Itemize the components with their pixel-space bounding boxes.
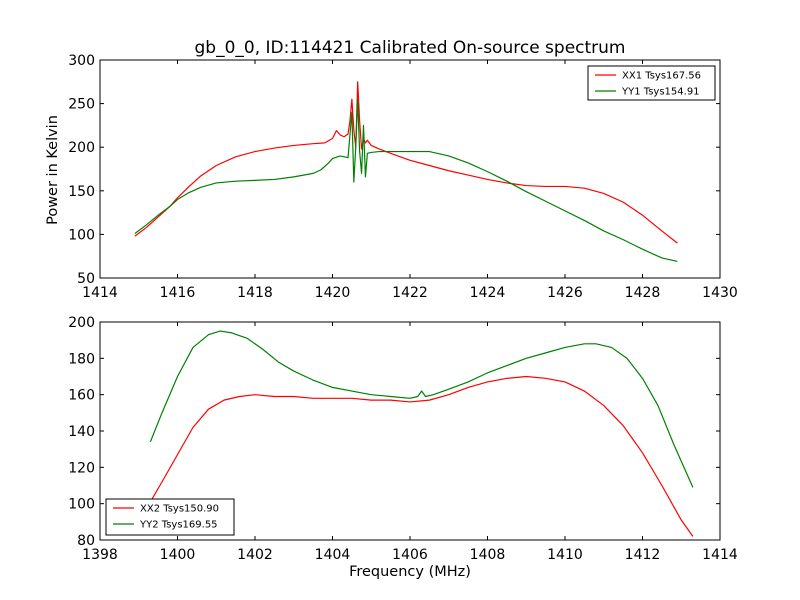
- chart-bottom: Frequency (MHz) 1398 1400 1402 1404 1406 1408…: [68, 315, 738, 580]
- bottom-x-tick-label: 1414: [702, 547, 738, 563]
- top-x-tick-label: 1422: [392, 285, 428, 301]
- top-x-tick-label: 1414: [82, 285, 118, 301]
- top-x-tick-label: 1418: [237, 285, 273, 301]
- top-legend: XX1 Tsys167.56 YY1 Tsys154.91: [587, 65, 716, 101]
- top-y-tick-label: 300: [68, 53, 95, 69]
- bottom-y-tick-label: 140: [68, 424, 95, 440]
- top-y-tick-label: 200: [68, 140, 95, 156]
- top-x-tick-label: 1420: [315, 285, 351, 301]
- y-axis-label: Power in Kelvin: [45, 115, 61, 225]
- bottom-y-tick-label: 80: [77, 533, 95, 549]
- bottom-x-tick-label: 1404: [315, 547, 351, 563]
- top-x-tick-label: 1416: [160, 285, 196, 301]
- top-y-tick-label: 50: [77, 271, 95, 287]
- chart-top: gb_0_0, ID:114421 Calibrated On-source s…: [45, 38, 738, 301]
- bottom-legend: XX2 Tsys150.90 YY2 Tsys169.55: [105, 498, 235, 536]
- top-y-tick-label: 150: [68, 184, 95, 200]
- bottom-x-tick-label: 1398: [82, 547, 118, 563]
- top-y-tick-label: 100: [68, 227, 95, 243]
- bottom-y-tick-label: 200: [68, 315, 95, 331]
- top-x-tick-label: 1426: [547, 285, 583, 301]
- plot-area-top: 1414 1416 1418 1420 1422 1424 1426 1428 1430 50 10…: [68, 53, 738, 301]
- top-x-tick-label: 1424: [470, 285, 506, 301]
- top-series-line-1: [134, 81, 678, 244]
- top-legend-label: YY1 Tsys154.91: [621, 87, 700, 98]
- bottom-y-tick-label: 180: [68, 351, 95, 367]
- bottom-series-line-1: [149, 375, 694, 537]
- top-x-tick-label: 1428: [625, 285, 661, 301]
- bottom-x-tick-label: 1408: [470, 547, 506, 563]
- bottom-legend-label: YY2 Tsys169.55: [139, 520, 218, 531]
- top-x-tick-label: 1430: [702, 285, 738, 301]
- bottom-x-tick-label: 1402: [237, 547, 273, 563]
- chart-title: gb_0_0, ID:114421 Calibrated On-source s…: [195, 38, 626, 58]
- top-y-tick-label: 250: [68, 97, 95, 113]
- bottom-legend-box: [105, 498, 235, 536]
- plot-area-bottom: 1398 1400 1402 1404 1406 1408 1410 1412 1414 80 10…: [68, 315, 738, 563]
- bottom-y-tick-label: 120: [68, 460, 95, 476]
- bottom-legend-label: XX2 Tsys150.90: [140, 504, 219, 515]
- top-legend-label: XX1 Tsys167.56: [622, 71, 701, 82]
- bottom-x-tick-label: 1412: [625, 547, 661, 563]
- bottom-y-tick-label: 100: [68, 497, 95, 513]
- bottom-x-tick-label: 1406: [392, 547, 428, 563]
- x-axis-label: Frequency (MHz): [349, 564, 471, 580]
- bottom-y-tick-label: 160: [68, 388, 95, 404]
- bottom-x-tick-label: 1400: [160, 547, 196, 563]
- top-legend-box: [587, 65, 716, 101]
- top-series-line-2: [134, 98, 678, 263]
- bottom-x-tick-label: 1410: [547, 547, 583, 563]
- bottom-series-line-2: [149, 330, 694, 488]
